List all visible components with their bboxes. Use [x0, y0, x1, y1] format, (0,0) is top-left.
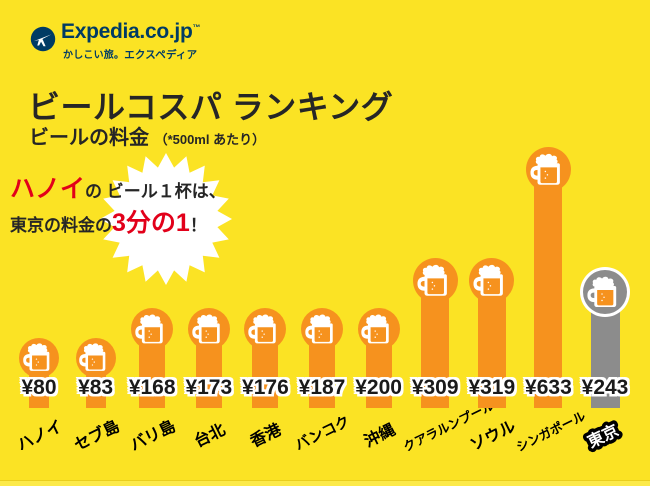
svg-text:東京: 東京 — [584, 420, 621, 451]
